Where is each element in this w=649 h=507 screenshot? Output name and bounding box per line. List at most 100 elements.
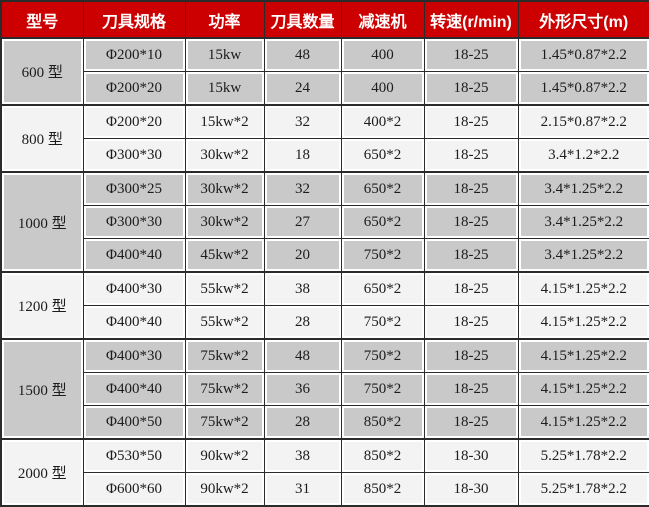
reducer-cell: 650*2 bbox=[340, 205, 425, 239]
qty-cell: 36 bbox=[263, 372, 342, 406]
table-row: Φ300*30 30kw*2 18 650*2 18-25 3.4*1.2*2.… bbox=[1, 138, 649, 173]
qty-cell: 18 bbox=[263, 138, 342, 173]
size-cell: 4.15*1.25*2.2 bbox=[517, 271, 649, 306]
power-cell: 15kw*2 bbox=[184, 104, 265, 139]
model-cell: 1200 型 bbox=[0, 271, 84, 340]
spec-cell: Φ200*20 bbox=[82, 104, 186, 139]
power-cell: 30kw*2 bbox=[184, 171, 265, 206]
header-row: 型号 刀具规格 功率 刀具数量 减速机 转速(r/min) 外形尺寸(m) bbox=[0, 0, 649, 39]
qty-cell: 38 bbox=[263, 271, 342, 306]
table-row: 2000 型 Φ530*50 90kw*2 38 850*2 18-30 5.2… bbox=[0, 438, 649, 507]
qty-cell: 24 bbox=[263, 71, 342, 106]
table-row: Φ300*30 30kw*2 27 650*2 18-25 3.4*1.25*2… bbox=[1, 205, 649, 239]
power-cell: 75kw*2 bbox=[184, 405, 265, 440]
power-cell: 30kw*2 bbox=[184, 138, 265, 173]
reducer-cell: 850*2 bbox=[340, 438, 425, 473]
power-cell: 55kw*2 bbox=[184, 271, 265, 306]
speed-cell: 18-25 bbox=[423, 271, 519, 306]
spec-cell: Φ400*40 bbox=[82, 372, 186, 406]
speed-cell: 18-25 bbox=[423, 37, 519, 72]
reducer-cell: 850*2 bbox=[340, 405, 425, 440]
power-cell: 30kw*2 bbox=[184, 205, 265, 239]
reducer-cell: 650*2 bbox=[340, 171, 425, 206]
speed-cell: 18-30 bbox=[423, 472, 519, 507]
model-cell: 2000 型 bbox=[0, 438, 84, 507]
power-cell: 90kw*2 bbox=[184, 472, 265, 507]
spec-cell: Φ400*50 bbox=[82, 405, 186, 440]
table-row: 1000 型 Φ300*25 30kw*2 32 650*2 18-25 3.4… bbox=[0, 171, 649, 273]
model-cell: 600 型 bbox=[0, 37, 84, 106]
qty-cell: 27 bbox=[263, 205, 342, 239]
size-cell: 1.45*0.87*2.2 bbox=[517, 71, 649, 106]
qty-cell: 48 bbox=[263, 338, 342, 373]
table-row: 1200 型 Φ400*30 55kw*2 38 650*2 18-25 4.1… bbox=[0, 271, 649, 340]
table-row: Φ600*60 90kw*2 31 850*2 18-30 5.25*1.78*… bbox=[1, 472, 649, 507]
col-header-blade-qty: 刀具数量 bbox=[263, 0, 342, 39]
reducer-cell: 400 bbox=[340, 37, 425, 72]
power-cell: 90kw*2 bbox=[184, 438, 265, 473]
table-row: Φ400*40 75kw*2 36 750*2 18-25 4.15*1.25*… bbox=[1, 372, 649, 406]
qty-cell: 32 bbox=[263, 104, 342, 139]
spec-cell: Φ400*40 bbox=[82, 305, 186, 340]
spec-cell: Φ300*25 bbox=[82, 171, 186, 206]
reducer-cell: 750*2 bbox=[340, 305, 425, 340]
size-cell: 4.15*1.25*2.2 bbox=[517, 405, 649, 440]
size-cell: 3.4*1.2*2.2 bbox=[517, 138, 649, 173]
table-row: Φ200*20 15kw 24 400 18-25 1.45*0.87*2.2 bbox=[1, 71, 649, 106]
reducer-cell: 750*2 bbox=[340, 238, 425, 273]
model-cell: 800 型 bbox=[0, 104, 84, 173]
speed-cell: 18-25 bbox=[423, 205, 519, 239]
table-row: Φ400*40 55kw*2 28 750*2 18-25 4.15*1.25*… bbox=[1, 305, 649, 340]
spec-cell: Φ300*30 bbox=[82, 138, 186, 173]
reducer-cell: 650*2 bbox=[340, 138, 425, 173]
speed-cell: 18-25 bbox=[423, 338, 519, 373]
col-header-model: 型号 bbox=[0, 0, 84, 39]
power-cell: 75kw*2 bbox=[184, 372, 265, 406]
size-cell: 4.15*1.25*2.2 bbox=[517, 305, 649, 340]
speed-cell: 18-25 bbox=[423, 238, 519, 273]
speed-cell: 18-25 bbox=[423, 138, 519, 173]
qty-cell: 20 bbox=[263, 238, 342, 273]
table-row: 800 型 Φ200*20 15kw*2 32 400*2 18-25 2.15… bbox=[0, 104, 649, 173]
speed-cell: 18-25 bbox=[423, 171, 519, 206]
power-cell: 45kw*2 bbox=[184, 238, 265, 273]
spec-cell: Φ200*10 bbox=[82, 37, 186, 72]
col-header-power: 功率 bbox=[184, 0, 265, 39]
size-cell: 4.15*1.25*2.2 bbox=[517, 372, 649, 406]
table-row: 600 型 Φ200*10 15kw 48 400 18-25 1.45*0.8… bbox=[0, 37, 649, 106]
size-cell: 2.15*0.87*2.2 bbox=[517, 104, 649, 139]
reducer-cell: 400*2 bbox=[340, 104, 425, 139]
power-cell: 75kw*2 bbox=[184, 338, 265, 373]
speed-cell: 18-25 bbox=[423, 71, 519, 106]
qty-cell: 31 bbox=[263, 472, 342, 507]
table-row: Φ400*40 45kw*2 20 750*2 18-25 3.4*1.25*2… bbox=[1, 238, 649, 273]
model-cell: 1000 型 bbox=[0, 171, 84, 273]
size-cell: 3.4*1.25*2.2 bbox=[517, 171, 649, 206]
size-cell: 3.4*1.25*2.2 bbox=[517, 205, 649, 239]
col-header-reducer: 减速机 bbox=[340, 0, 425, 39]
speed-cell: 18-25 bbox=[423, 405, 519, 440]
reducer-cell: 850*2 bbox=[340, 472, 425, 507]
spec-cell: Φ300*30 bbox=[82, 205, 186, 239]
speed-cell: 18-25 bbox=[423, 372, 519, 406]
table-row: Φ400*50 75kw*2 28 850*2 18-25 4.15*1.25*… bbox=[1, 405, 649, 440]
speed-cell: 18-25 bbox=[423, 305, 519, 340]
qty-cell: 28 bbox=[263, 405, 342, 440]
spec-cell: Φ400*30 bbox=[82, 271, 186, 306]
qty-cell: 38 bbox=[263, 438, 342, 473]
speed-cell: 18-25 bbox=[423, 104, 519, 139]
size-cell: 3.4*1.25*2.2 bbox=[517, 238, 649, 273]
reducer-cell: 750*2 bbox=[340, 338, 425, 373]
model-cell: 1500 型 bbox=[0, 338, 84, 440]
spec-cell: Φ530*50 bbox=[82, 438, 186, 473]
speed-cell: 18-30 bbox=[423, 438, 519, 473]
spec-cell: Φ600*60 bbox=[82, 472, 186, 507]
size-cell: 4.15*1.25*2.2 bbox=[517, 338, 649, 373]
reducer-cell: 400 bbox=[340, 71, 425, 106]
qty-cell: 28 bbox=[263, 305, 342, 340]
size-cell: 5.25*1.78*2.2 bbox=[517, 438, 649, 473]
qty-cell: 32 bbox=[263, 171, 342, 206]
qty-cell: 48 bbox=[263, 37, 342, 72]
